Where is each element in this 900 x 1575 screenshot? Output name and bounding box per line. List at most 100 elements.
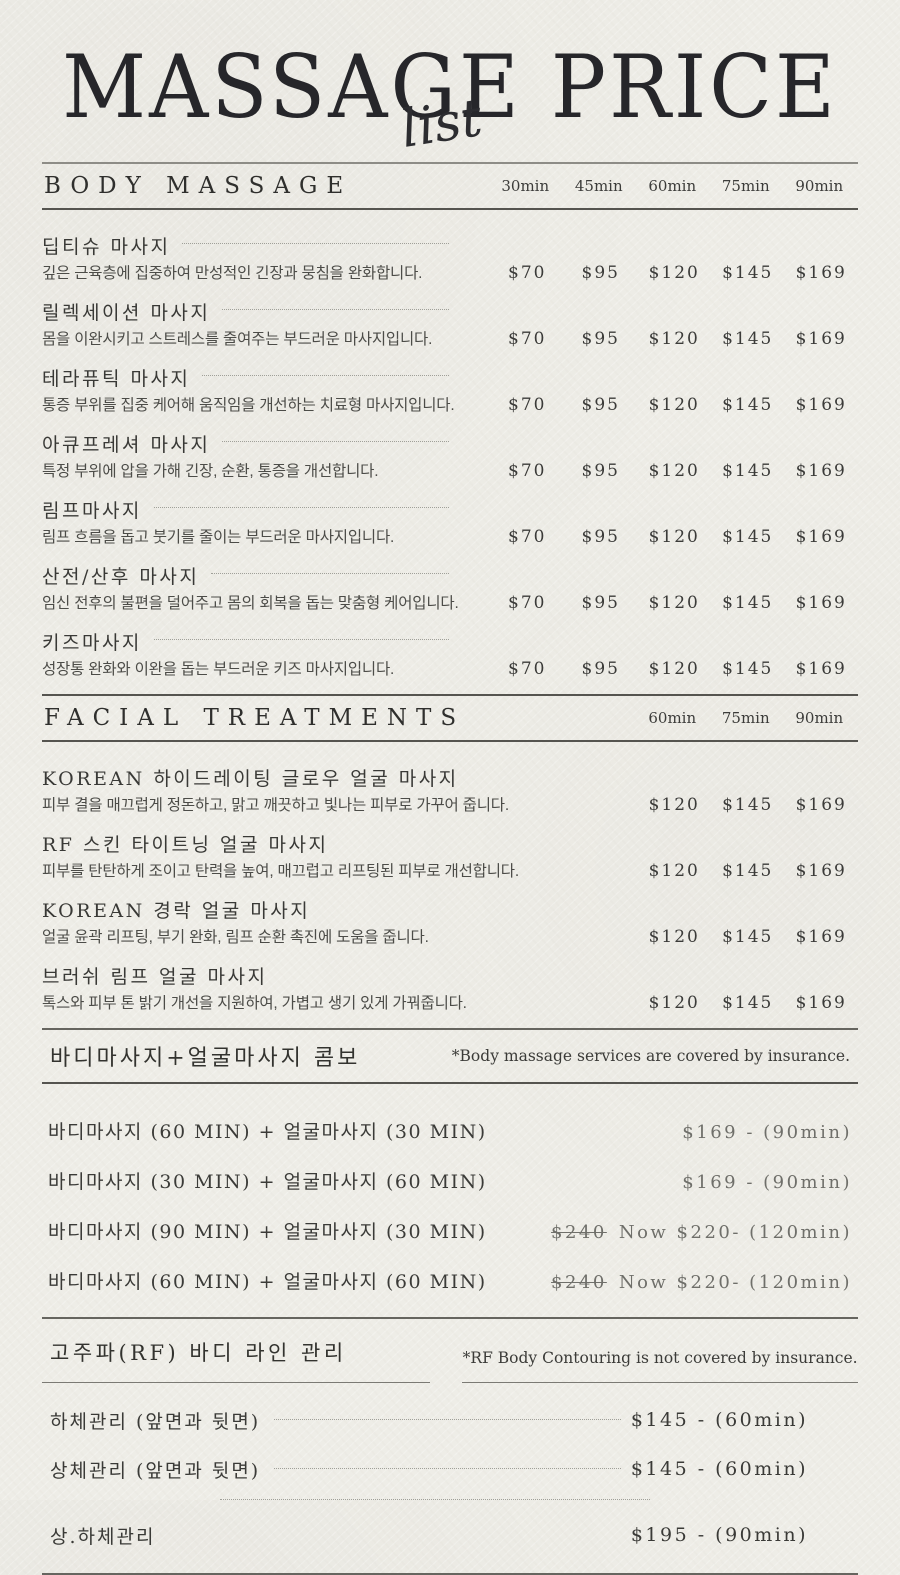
page-title: MASSAGE PRICE [62, 37, 838, 139]
rf-heading: 고주파(RF) 바디 라인 관리 [50, 1340, 347, 1365]
rf-price: $195 - (90min) [630, 1524, 808, 1547]
price-value: $120 [648, 394, 700, 415]
rf-items: 하체관리 (앞면과 뒷면) $145 - (60min) 상체관리 (앞면과 뒷… [42, 1383, 858, 1549]
service-row: 릴렉세이션 마사지 몸을 이완시키고 스트레스를 줄여주는 부드러운 마사지입니… [42, 298, 858, 350]
price-value: $70 [508, 262, 547, 283]
price-value: $70 [508, 394, 547, 415]
facial-columns: 60min 75min 90min [636, 709, 857, 727]
divider [42, 1081, 858, 1084]
service-name: 산전/산후 마사지 [42, 565, 200, 588]
divider [42, 739, 858, 742]
combo-price: Now $220- (120min) [618, 1271, 852, 1293]
service-name: 림프마사지 [42, 499, 142, 522]
service-description: 톡스와 피부 톤 밝기 개선을 지원하여, 가볍고 생기 있게 가꿔줍니다. [42, 994, 467, 1012]
combo-row: 바디마사지 (30 MIN) + 얼굴마사지 (60 MIN) $169 - (… [48, 1167, 852, 1194]
price-value: $169 [795, 794, 847, 815]
service-row: 아큐프레셔 마사지 특정 부위에 압을 가해 긴장, 순환, 통증을 개선합니다… [42, 430, 858, 482]
price-value: $169 [795, 328, 847, 349]
price-value: $120 [648, 460, 700, 481]
service-row: 테라퓨틱 마사지 통증 부위를 집중 케어해 움직임을 개선하는 치료형 마사지… [42, 364, 858, 416]
price-value: $120 [648, 262, 700, 283]
service-prices: $70 $95 $120 $145 $169 [491, 263, 859, 283]
facial-header: FACIAL TREATMENTS 60min 75min 90min [42, 696, 858, 740]
dotted-leader [274, 1418, 621, 1420]
page-title-script: list [396, 87, 486, 160]
price-value: $145 [722, 926, 774, 947]
rf-row: 상체관리 (앞면과 뒷면) $145 - (60min) [50, 1456, 858, 1483]
service-description: 피부 결을 매끄럽게 정돈하고, 맑고 깨끗하고 빛나는 피부로 가꾸어 줍니다… [42, 796, 509, 814]
old-price: $240 [551, 1271, 607, 1293]
old-price: $240 [551, 1221, 607, 1243]
service-name: 릴렉세이션 마사지 [42, 301, 211, 324]
service-description: 피부를 탄탄하게 조이고 탄력을 높여, 매끄럽고 리프팅된 피부로 개선합니다… [42, 862, 519, 880]
price-value: $95 [581, 394, 620, 415]
price-value: $120 [648, 328, 700, 349]
combo-row: 바디마사지 (60 MIN) + 얼굴마사지 (30 MIN) $169 - (… [48, 1117, 852, 1144]
page-header: MASSAGE PRICE list [42, 37, 858, 160]
service-row: KOREAN 하이드레이팅 글로우 얼굴 마사지 피부 결을 매끄럽게 정돈하고… [42, 764, 858, 816]
service-prices: $120 $145 $169 [638, 927, 859, 947]
combo-heading: 바디마사지+얼굴마사지 콤보 [50, 1045, 361, 1071]
price-value: $169 [795, 992, 847, 1013]
price-value: $145 [722, 328, 774, 349]
divider [42, 207, 858, 210]
column-label: 60min [648, 708, 697, 727]
service-name: 테라퓨틱 마사지 [42, 367, 191, 390]
price-value: $120 [648, 926, 700, 947]
price-value: $120 [648, 592, 700, 613]
combo-row: 바디마사지 (90 MIN) + 얼굴마사지 (30 MIN) $240 Now … [48, 1217, 852, 1244]
service-description: 성장통 완화와 이완을 돕는 부드러운 키즈 마사지입니다. [42, 660, 395, 678]
body-massage-items: 딥티슈 마사지 깊은 근육층에 집중하여 만성적인 긴장과 뭉침을 완화합니다.… [42, 210, 858, 680]
price-value: $169 [795, 860, 847, 881]
price-value: $169 [795, 592, 847, 613]
column-label: 90min [795, 708, 844, 727]
price-value: $120 [648, 526, 700, 547]
combo-insurance-note: *Body massage services are covered by in… [451, 1046, 850, 1065]
service-description: 특정 부위에 압을 가해 긴장, 순환, 통증을 개선합니다. [42, 462, 379, 480]
service-prices: $70 $95 $120 $145 $169 [491, 329, 859, 349]
service-description: 통증 부위를 집중 케어해 움직임을 개선하는 치료형 마사지입니다. [42, 396, 455, 414]
price-value: $145 [722, 526, 774, 547]
rf-header: 고주파(RF) 바디 라인 관리 *RF Body Contouring is … [42, 1319, 858, 1383]
combo-name: 바디마사지 (90 MIN) + 얼굴마사지 (30 MIN) [48, 1220, 487, 1243]
price-value: $169 [795, 394, 847, 415]
service-name: KOREAN 경락 얼굴 마사지 [42, 899, 311, 922]
divider [42, 1027, 858, 1030]
price-value: $95 [581, 460, 620, 481]
dotted-leader [153, 506, 449, 508]
rf-price: $145 - (60min) [630, 1409, 808, 1432]
service-row: 산전/산후 마사지 임신 전후의 불편을 덜어주고 몸의 회복을 돕는 맞춤형 … [42, 562, 858, 614]
divider [42, 693, 858, 696]
combo-name: 바디마사지 (30 MIN) + 얼굴마사지 (60 MIN) [48, 1170, 487, 1193]
price-value: $70 [508, 460, 547, 481]
combo-name: 바디마사지 (60 MIN) + 얼굴마사지 (30 MIN) [48, 1120, 487, 1143]
price-value: $169 [795, 262, 847, 283]
price-value: $120 [648, 992, 700, 1013]
column-label: 45min [574, 176, 623, 195]
service-prices: $70 $95 $120 $145 $169 [491, 395, 859, 415]
service-name: RF 스킨 타이트닝 얼굴 마사지 [42, 833, 329, 856]
price-value: $70 [508, 592, 547, 613]
service-row: RF 스킨 타이트닝 얼굴 마사지 피부를 탄탄하게 조이고 탄력을 높여, 매… [42, 830, 858, 882]
combo-price: $169 - (90min) [682, 1171, 852, 1193]
rf-name: 상체관리 (앞면과 뒷면) [50, 1459, 261, 1482]
price-value: $70 [508, 328, 547, 349]
service-prices: $120 $145 $169 [638, 795, 859, 815]
price-value: $95 [581, 328, 620, 349]
price-value: $145 [722, 394, 774, 415]
price-value: $95 [581, 592, 620, 613]
body-massage-heading: BODY MASSAGE [44, 172, 353, 199]
price-value: $70 [508, 526, 547, 547]
service-name: 아큐프레셔 마사지 [42, 433, 211, 456]
price-value: $145 [722, 860, 774, 881]
price-value: $145 [722, 262, 774, 283]
price-value: $70 [508, 658, 547, 679]
price-value: $145 [722, 794, 774, 815]
dotted-leader [274, 1467, 621, 1469]
service-name: KOREAN 하이드레이팅 글로우 얼굴 마사지 [42, 767, 459, 790]
service-row: 키즈마사지 성장통 완화와 이완을 돕는 부드러운 키즈 마사지입니다. $70… [42, 628, 858, 680]
column-label: 60min [648, 176, 697, 195]
rf-name: 하체관리 (앞면과 뒷면) [50, 1410, 261, 1433]
dotted-leader [153, 638, 449, 640]
